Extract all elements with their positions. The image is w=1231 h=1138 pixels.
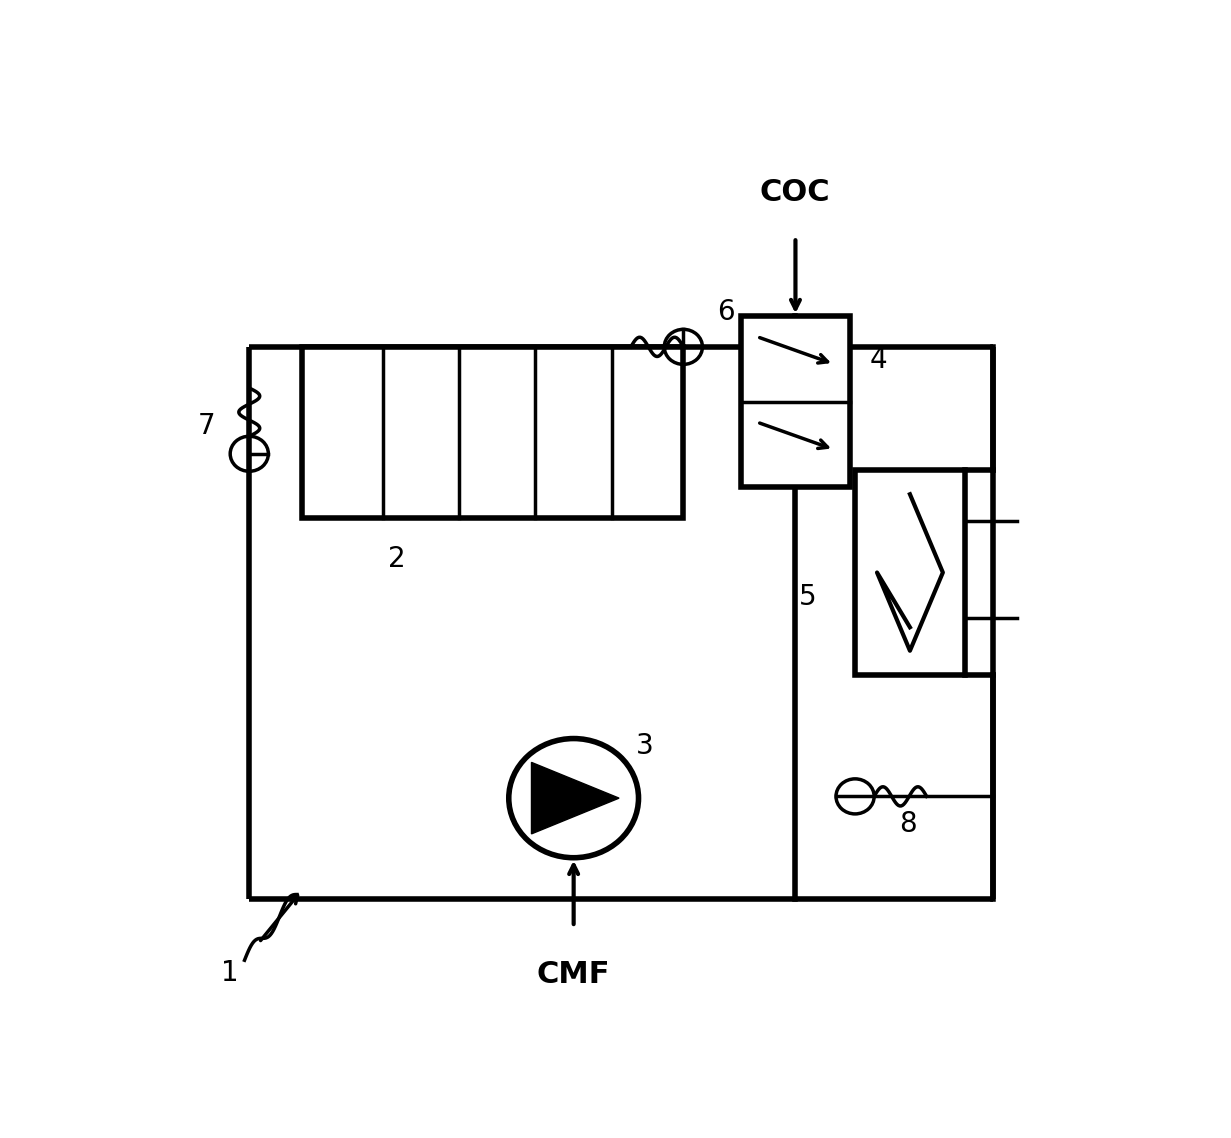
Bar bbox=[856, 470, 965, 676]
Text: 5: 5 bbox=[799, 583, 816, 611]
Text: COC: COC bbox=[760, 178, 830, 207]
Bar bbox=[302, 347, 683, 518]
Text: CMF: CMF bbox=[537, 960, 611, 989]
Text: 2: 2 bbox=[388, 545, 406, 572]
Text: 3: 3 bbox=[636, 732, 654, 759]
Text: 6: 6 bbox=[718, 298, 735, 325]
Text: 7: 7 bbox=[197, 412, 215, 439]
Text: 4: 4 bbox=[870, 346, 888, 374]
Bar bbox=[741, 316, 851, 487]
Text: 1: 1 bbox=[222, 959, 239, 988]
Polygon shape bbox=[532, 762, 619, 834]
Text: 8: 8 bbox=[899, 810, 916, 839]
